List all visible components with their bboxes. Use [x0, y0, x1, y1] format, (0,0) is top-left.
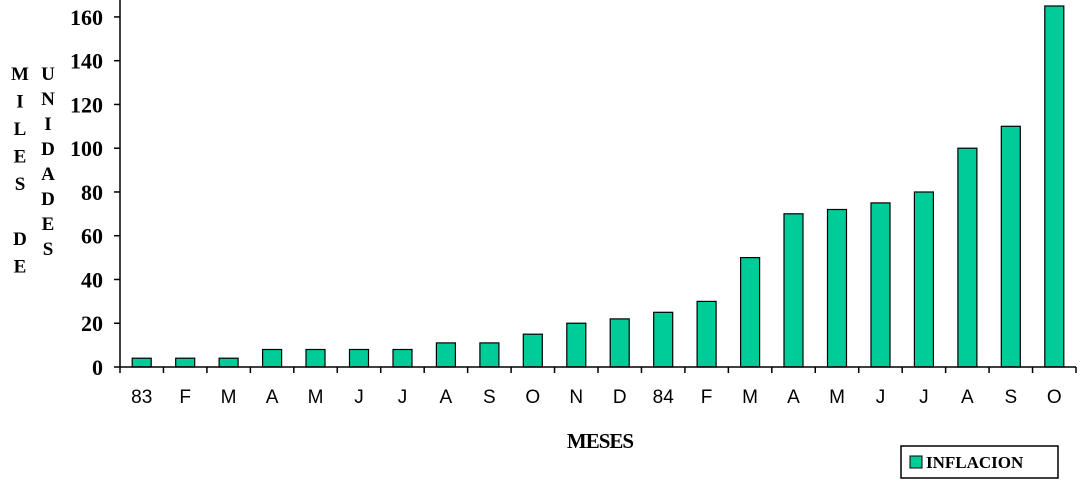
y-tick-label-2: 40: [81, 267, 103, 292]
bar-1: [175, 357, 196, 368]
x-tick-label-10: N: [569, 387, 583, 408]
y-title-col2-letter-2: I: [44, 114, 51, 135]
bar-18: [913, 191, 935, 368]
y-title-col2-letter-4: A: [41, 164, 55, 185]
y-tick-label-7: 140: [70, 49, 103, 74]
x-tick-label-15: A: [787, 387, 800, 408]
bar-21: [1044, 5, 1065, 368]
y-title-col1-letter-3: E: [14, 147, 27, 168]
y-title-col2-letter-7: S: [43, 239, 54, 260]
x-tick-label-4: M: [308, 387, 324, 408]
x-tick-label-5: J: [354, 387, 364, 408]
x-tick-label-0: 83: [131, 387, 152, 408]
y-title-col1-letter-2: L: [14, 119, 27, 140]
bar-20: [1000, 125, 1021, 368]
y-title-col2-letter-3: D: [41, 139, 55, 160]
bar-5: [348, 348, 370, 368]
x-tick-label-1: F: [179, 387, 191, 408]
x-tick-label-21: O: [1047, 387, 1062, 408]
y-title-col1-letter-4: S: [15, 174, 26, 195]
y-axis-ticks: 0 20 40 60 80 100 120 140 160: [70, 5, 103, 380]
y-title-col1-letter-7: E: [14, 257, 27, 278]
bar-14: [739, 257, 761, 368]
y-title-col1-letter-1: I: [16, 92, 23, 113]
y-tick-label-5: 100: [70, 136, 103, 161]
y-tick-label-0: 0: [92, 355, 103, 380]
x-tick-label-12: 84: [653, 387, 675, 408]
bar-13: [696, 300, 717, 368]
y-title-col2-letter-6: E: [42, 214, 55, 235]
x-tick-label-3: A: [266, 387, 279, 408]
x-tick-label-20: S: [1004, 387, 1017, 408]
legend-label: INFLACION: [926, 453, 1024, 472]
bar-17: [870, 202, 891, 368]
y-tick-label-8: 160: [70, 5, 103, 30]
bar-4: [305, 348, 326, 368]
y-title-col2-letter-0: U: [41, 64, 55, 85]
bar-15: [783, 213, 804, 368]
x-tick-label-8: S: [483, 387, 496, 408]
bar-3: [262, 348, 283, 368]
y-tick-label-1: 20: [81, 311, 103, 336]
y-title-col1-letter-0: M: [11, 64, 29, 85]
x-tick-label-18: J: [919, 387, 929, 408]
bar-6: [392, 348, 413, 368]
x-tick-label-13: F: [701, 387, 713, 408]
x-tick-label-11: D: [613, 387, 627, 408]
y-title-col1-letter-6: D: [13, 229, 27, 250]
bar-9: [522, 333, 543, 368]
legend: INFLACION: [900, 445, 1059, 479]
x-tick-label-19: A: [961, 387, 974, 408]
axes: [114, 0, 1077, 373]
y-tick-label-3: 60: [81, 224, 103, 249]
bar-7: [435, 342, 456, 368]
x-tick-label-9: O: [525, 387, 540, 408]
x-axis-ticks: 83 F M A M J J A S O N D 84 F M A M J J A S O: [131, 387, 1062, 408]
legend-swatch: [909, 455, 923, 469]
y-title-col2-letter-5: D: [41, 189, 55, 210]
x-tick-label-2: M: [221, 387, 237, 408]
y-tick-label-4: 80: [81, 180, 103, 205]
bar-12: [653, 311, 674, 368]
y-title-col2-letter-1: N: [41, 89, 55, 110]
x-axis-title: MESES: [567, 429, 634, 453]
bar-16: [826, 208, 848, 368]
bar-8: [479, 342, 500, 368]
x-tick-label-6: J: [398, 387, 408, 408]
x-tick-label-7: A: [440, 387, 453, 408]
bar-0: [131, 357, 152, 368]
x-tick-label-16: M: [829, 387, 845, 408]
bar-2: [218, 357, 239, 368]
bar-19: [957, 147, 978, 368]
y-tick-label-6: 120: [70, 92, 103, 117]
bar-11: [609, 318, 630, 368]
bar-10: [566, 322, 587, 368]
bars: [131, 5, 1065, 368]
x-tick-label-14: M: [742, 387, 758, 408]
legend-box: [900, 445, 1059, 479]
x-tick-label-17: J: [876, 387, 886, 408]
